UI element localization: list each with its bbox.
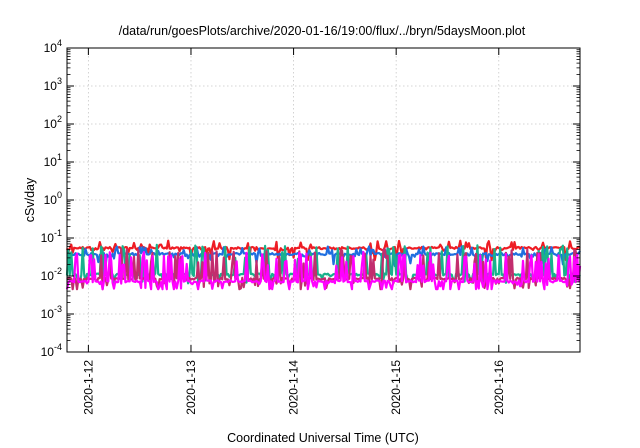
y-tick-label: 103: [44, 76, 62, 93]
x-axis: 2020-1-12 2020-1-13 2020-1-14 2020-1-15 2020…: [81, 48, 506, 415]
chart-title: /data/run/goesPlots/archive/2020-01-16/1…: [119, 24, 526, 38]
y-tick-label: 101: [44, 152, 62, 169]
series-layer: [65, 239, 582, 291]
x-tick-label: 2020-1-15: [389, 360, 403, 415]
y-tick-label: 100: [44, 190, 62, 207]
y-axis: 10-4 10-3 10-2 10-1 100 101 102 103 104: [41, 38, 580, 359]
y-tick-label: 104: [44, 38, 62, 55]
x-axis-label: Coordinated Universal Time (UTC): [227, 431, 419, 445]
x-tick-label: 2020-1-14: [287, 360, 301, 415]
y-tick-label: 102: [44, 114, 62, 131]
y-tick-label: 10-4: [41, 342, 62, 359]
x-tick-label: 2020-1-13: [184, 360, 198, 415]
y-axis-label: cSv/day: [23, 177, 37, 222]
y-tick-label: 10-3: [41, 304, 62, 321]
y-tick-label: 10-1: [41, 228, 62, 245]
y-tick-label: 10-2: [41, 266, 62, 283]
grid: [67, 48, 580, 352]
x-tick-label: 2020-1-12: [81, 360, 95, 415]
x-tick-label: 2020-1-16: [492, 360, 506, 415]
series-line: [65, 250, 582, 291]
